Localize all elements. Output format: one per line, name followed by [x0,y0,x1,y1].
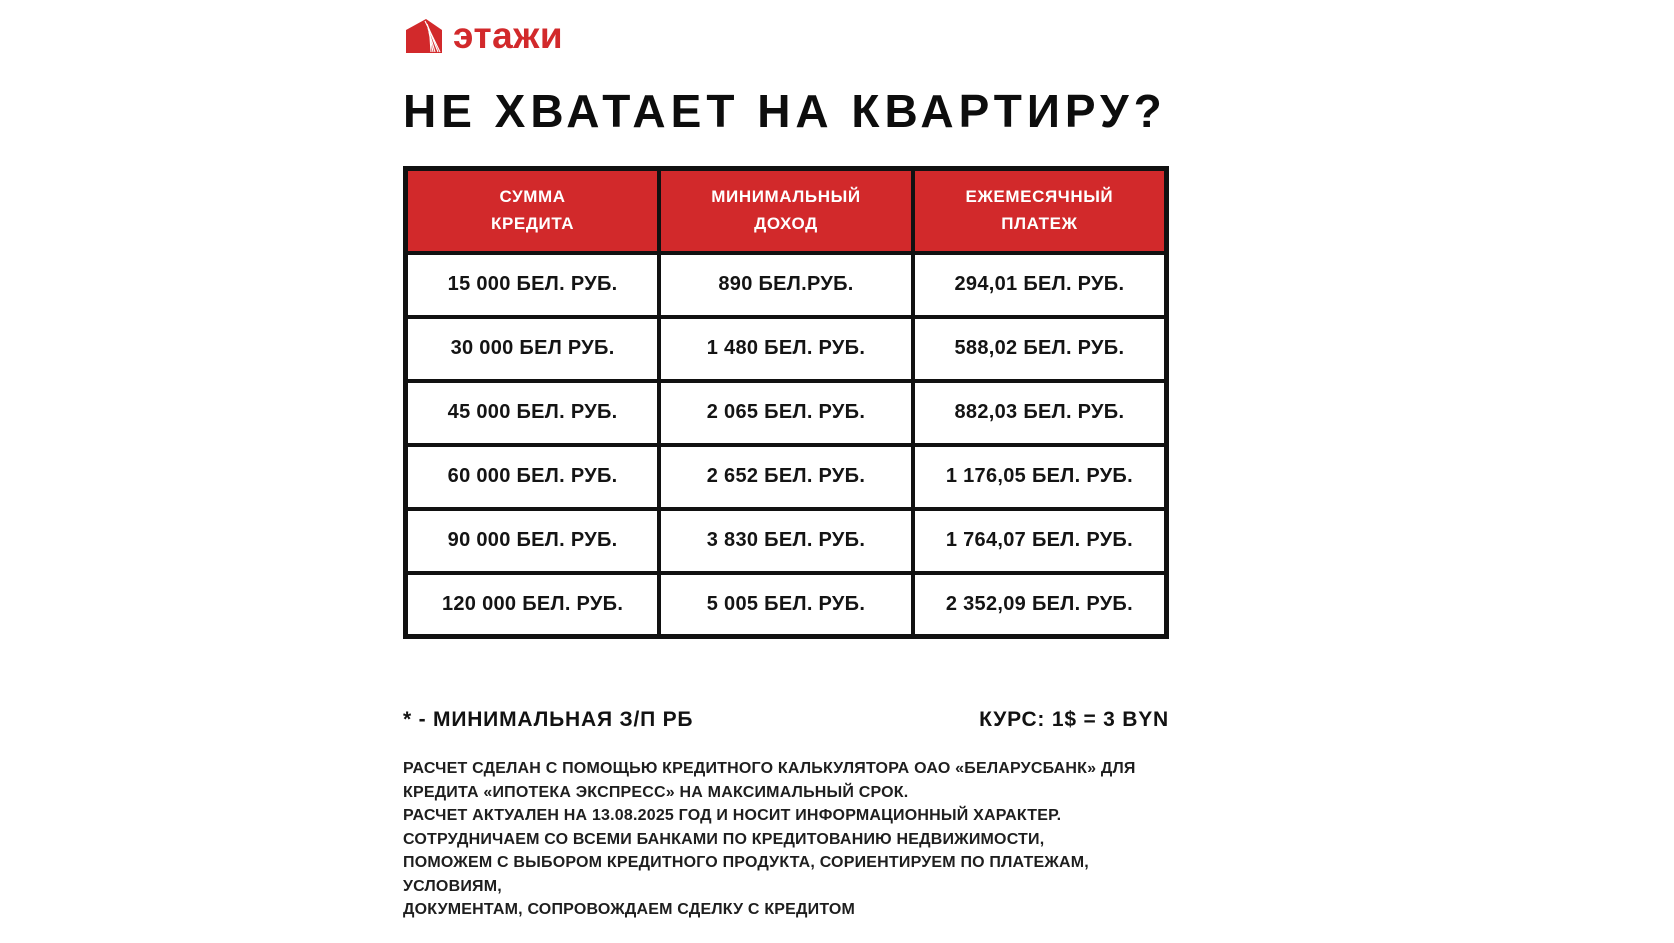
cell-credit: 30 000 БЕЛ РУБ. [403,314,662,383]
disclaimer-line: СОТРУДНИЧАЕМ СО ВСЕМИ БАНКАМИ ПО КРЕДИТО… [403,830,1045,848]
cell-credit: 60 000 БЕЛ. РУБ. [403,442,662,511]
header-row: СУММА КРЕДИТА МИНИМАЛЬНЫЙ ДОХОД ЕЖЕМЕСЯЧ… [403,166,1169,255]
cell-payment: 1 764,07 БЕЛ. РУБ. [910,506,1169,575]
header-text: МИНИМАЛЬНЫЙ [711,187,861,207]
credit-table-header: СУММА КРЕДИТА МИНИМАЛЬНЫЙ ДОХОД ЕЖЕМЕСЯЧ… [403,166,1169,255]
cell-income: 2 065 БЕЛ. РУБ. [657,378,915,447]
header-min-income: МИНИМАЛЬНЫЙ ДОХОД [657,166,915,255]
footnote-min-salary: * - МИНИМАЛЬНАЯ З/П РБ [403,708,694,731]
cell-credit: 45 000 БЕЛ. РУБ. [403,378,662,447]
cell-income: 5 005 БЕЛ. РУБ. [657,570,915,639]
house-icon [406,19,442,53]
cell-credit: 120 000 БЕЛ. РУБ. [403,570,662,639]
table-row: 45 000 БЕЛ. РУБ. 2 065 БЕЛ. РУБ. 882,03 … [403,378,1169,447]
header-text: СУММА [499,187,566,207]
cell-payment: 588,02 БЕЛ. РУБ. [910,314,1169,383]
credit-table-body: 15 000 БЕЛ. РУБ. 890 БЕЛ.РУБ. 294,01 БЕЛ… [403,250,1169,639]
cell-income: 3 830 БЕЛ. РУБ. [657,506,915,575]
credit-table: СУММА КРЕДИТА МИНИМАЛЬНЫЙ ДОХОД ЕЖЕМЕСЯЧ… [403,166,1169,639]
table-row: 15 000 БЕЛ. РУБ. 890 БЕЛ.РУБ. 294,01 БЕЛ… [403,250,1169,319]
disclaimer-line: ДОКУМЕНТАМ, СОПРОВОЖДАЕМ СДЕЛКУ С КРЕДИТ… [403,901,856,918]
header-text: ЕЖЕМЕСЯЧНЫЙ [965,187,1114,207]
footnote-row: * - МИНИМАЛЬНАЯ З/П РБ КУРС: 1$ = 3 BYN [403,708,1169,732]
cell-payment: 882,03 БЕЛ. РУБ. [910,378,1169,447]
footnote-exchange-rate: КУРС: 1$ = 3 BYN [979,708,1169,731]
cell-payment: 1 176,05 БЕЛ. РУБ. [910,442,1169,511]
header-monthly-payment: ЕЖЕМЕСЯЧНЫЙ ПЛАТЕЖ [910,166,1169,255]
disclaimer-line: РАСЧЕТ СДЕЛАН С ПОМОЩЬЮ КРЕДИТНОГО КАЛЬК… [403,760,1136,777]
page-title: НЕ ХВАТАЕТ НА КВАРТИРУ? [403,85,1167,137]
cell-income: 1 480 БЕЛ. РУБ. [657,314,915,383]
disclaimer-line: КРЕДИТА «ИПОТЕКА ЭКСПРЕСС» НА МАКСИМАЛЬН… [403,783,909,801]
header-text: КРЕДИТА [490,213,575,233]
header-text: ДОХОД [754,213,818,233]
brand-logo-text: этажи [453,15,564,56]
cell-payment: 2 352,09 БЕЛ. РУБ. [910,570,1169,639]
table-row: 120 000 БЕЛ. РУБ. 5 005 БЕЛ. РУБ. 2 352,… [403,570,1169,639]
cell-income: 890 БЕЛ.РУБ. [657,250,915,319]
table-row: 60 000 БЕЛ. РУБ. 2 652 БЕЛ. РУБ. 1 176,0… [403,442,1169,511]
cell-credit: 90 000 БЕЛ. РУБ. [403,506,662,575]
cell-credit: 15 000 БЕЛ. РУБ. [403,250,662,319]
disclaimer-line: ПОМОЖЕМ С ВЫБОРОМ КРЕДИТНОГО ПРОДУКТА, С… [403,854,1089,871]
disclaimer-text: РАСЧЕТ СДЕЛАН С ПОМОЩЬЮ КРЕДИТНОГО КАЛЬК… [403,757,1193,922]
disclaimer-line: РАСЧЕТ АКТУАЛЕН НА 13.08.2025 ГОД И НОСИ… [403,807,1062,824]
header-text: ПЛАТЕЖ [1001,213,1078,233]
disclaimer-line: УСЛОВИЯМ, [403,877,502,895]
header-credit-sum: СУММА КРЕДИТА [403,166,662,255]
cell-income: 2 652 БЕЛ. РУБ. [657,442,915,511]
cell-payment: 294,01 БЕЛ. РУБ. [910,250,1169,319]
table-row: 30 000 БЕЛ РУБ. 1 480 БЕЛ. РУБ. 588,02 Б… [403,314,1169,383]
table-row: 90 000 БЕЛ. РУБ. 3 830 БЕЛ. РУБ. 1 764,0… [403,506,1169,575]
brand-logo: этажи [404,16,563,56]
